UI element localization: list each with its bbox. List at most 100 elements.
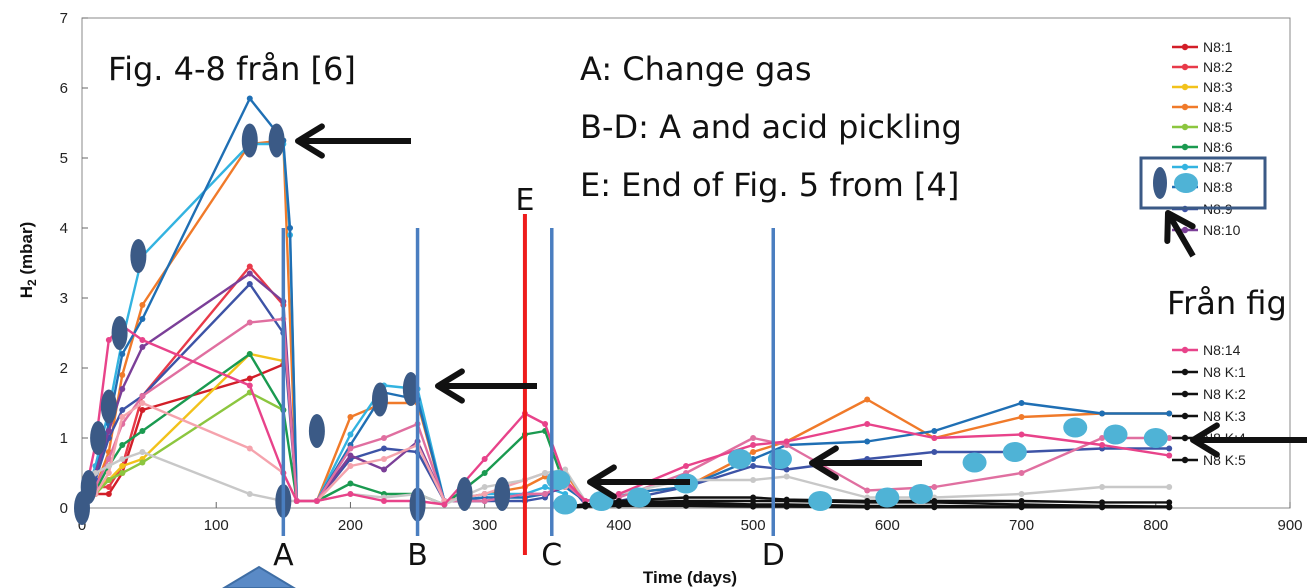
data-point: [542, 491, 549, 497]
arrow-after-c-head: [587, 464, 617, 500]
vertical-marker-label-a: A: [273, 538, 294, 573]
data-point: [750, 463, 757, 469]
x-tick-label: 700: [1009, 517, 1034, 534]
data-point: [293, 498, 300, 504]
legend-swatch-dot: [1181, 83, 1189, 91]
data-point: [615, 491, 622, 497]
data-point: [246, 351, 253, 357]
vertical-marker-label-e: E: [515, 183, 534, 218]
data-point: [1018, 400, 1025, 406]
legend-entry: N8:5: [1172, 119, 1233, 135]
data-point: [481, 456, 488, 462]
data-point: [347, 463, 354, 469]
dark-highlight-marker: [130, 239, 147, 273]
legend-label: N8:5: [1203, 119, 1233, 135]
data-point: [105, 470, 112, 476]
data-point: [864, 421, 871, 427]
data-point: [582, 503, 589, 510]
data-point: [347, 414, 354, 420]
data-point: [750, 503, 757, 510]
legend-entry: N8:3: [1172, 79, 1233, 95]
light-highlight-marker: [1143, 428, 1168, 448]
data-point: [864, 396, 871, 403]
data-point: [1166, 504, 1173, 511]
legend-swatch-dot: [1181, 163, 1189, 171]
data-point: [783, 473, 790, 480]
axis-ticks: 0 100 200 300 400 500 600 700 800 900 0 1 2 3 4 5 6 7: [60, 10, 1303, 534]
x-tick-label: 100: [204, 517, 229, 534]
legend-label: N8:8: [1203, 179, 1233, 195]
data-point: [1099, 410, 1106, 417]
data-point: [287, 225, 294, 231]
x-tick-label: 300: [472, 517, 497, 534]
data-point: [139, 316, 146, 322]
data-point: [105, 428, 112, 434]
data-point: [481, 470, 488, 476]
data-point: [381, 456, 387, 462]
light-highlight-marker: [627, 487, 652, 508]
legend-highlight-box: [1139, 156, 1267, 210]
data-point: [481, 491, 488, 497]
y-tick-label: 6: [60, 80, 68, 97]
legend-label: N8 K:3: [1203, 408, 1246, 424]
dark-highlight-marker: [402, 372, 419, 406]
dark-highlight-marker: [268, 123, 285, 158]
arrow-from-fig-head: [1164, 210, 1196, 244]
dark-highlight-marker: [456, 477, 473, 511]
x-tick-label: 0: [78, 517, 86, 534]
data-point: [246, 281, 253, 287]
data-point: [1018, 414, 1025, 420]
data-point: [441, 501, 448, 508]
data-point: [1166, 499, 1173, 506]
data-point: [542, 484, 549, 490]
series-line: [80, 272, 566, 509]
data-point: [119, 414, 126, 420]
data-point: [119, 456, 126, 462]
data-point: [1099, 435, 1106, 441]
data-point: [139, 302, 146, 308]
legend-label: N8:6: [1203, 139, 1233, 155]
x-axis-title: Time (days): [643, 568, 737, 587]
legend-label: N8 K:2: [1203, 386, 1246, 402]
data-point: [783, 438, 790, 445]
data-point: [246, 263, 253, 270]
legend-entry: N8:6: [1172, 139, 1233, 155]
data-point: [1018, 431, 1025, 438]
arrow-from-fig: [1165, 211, 1196, 258]
data-point: [381, 445, 387, 452]
legend-label: N8:7: [1203, 159, 1233, 175]
data-point: [750, 435, 757, 441]
data-point: [542, 470, 549, 476]
arrow-second-peak-head: [435, 368, 465, 404]
dark-highlight-marker: [494, 477, 511, 511]
data-point: [105, 337, 112, 343]
data-point: [864, 438, 871, 445]
x-tick-label: 800: [1143, 517, 1168, 534]
y-tick-label: 0: [60, 500, 68, 517]
y-tick-label: 4: [60, 220, 68, 237]
y-axis-title: H2 (mbar): [17, 222, 39, 299]
legend-swatch-dot: [1181, 390, 1189, 398]
x-tick-label: 200: [338, 517, 363, 534]
data-point: [750, 449, 757, 455]
data-point: [1166, 435, 1173, 441]
legend-entry: N8 K:5: [1172, 452, 1246, 468]
legend-entry: N8:14: [1172, 342, 1241, 358]
vertical-marker-label-c: C: [541, 538, 562, 573]
legend-label: N8:14: [1203, 342, 1241, 358]
note-change-gas: A: Change gas: [580, 50, 812, 88]
highlight-markers: [74, 123, 1168, 525]
legend-entry: N8:2: [1172, 59, 1233, 75]
legend: N8:1N8:2N8:3N8:4N8:5N8:6N8:7N8:8N8:9N8:1…: [1172, 39, 1246, 468]
legend-label: N8 K:5: [1203, 452, 1246, 468]
legend-label: N8:1: [1203, 39, 1233, 55]
vertical-marker-label-d: D: [762, 538, 785, 573]
data-point: [119, 372, 126, 378]
data-point: [119, 442, 126, 448]
light-highlight-marker: [962, 452, 987, 473]
dark-highlight-marker: [308, 414, 325, 448]
data-point: [119, 351, 126, 357]
light-highlight-marker: [727, 449, 752, 469]
y-tick-label: 7: [60, 10, 68, 27]
